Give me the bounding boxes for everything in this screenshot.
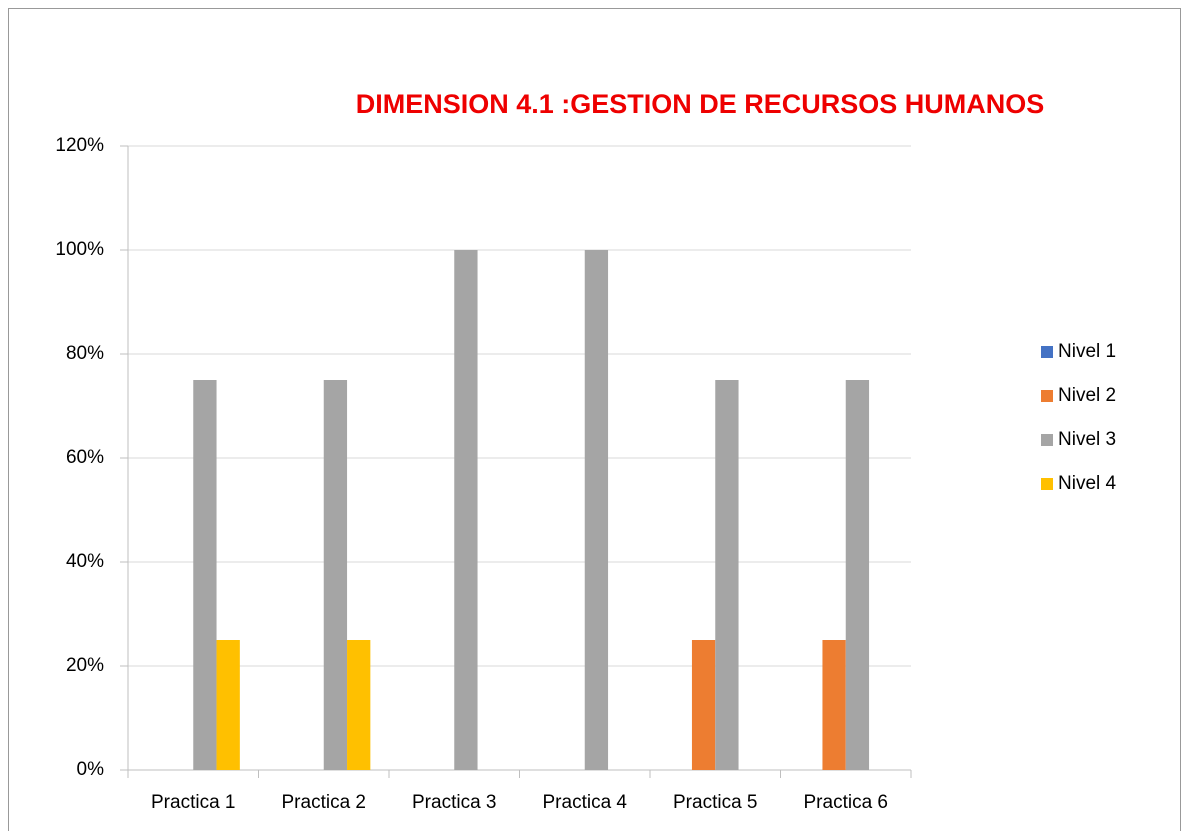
legend-swatch: [1041, 434, 1053, 446]
legend-label: Nivel 3: [1058, 429, 1116, 450]
bar: [691, 640, 716, 770]
y-tick-label: 60%: [66, 447, 104, 468]
chart-frame: [8, 8, 1181, 831]
chart-title: DIMENSION 4.1 :GESTION DE RECURSOS HUMAN…: [356, 89, 1045, 119]
legend-label: Nivel 2: [1058, 385, 1116, 406]
legend-label: Nivel 4: [1058, 473, 1117, 494]
bar: [715, 380, 739, 770]
legend-swatch: [1041, 478, 1053, 490]
y-tick-label: 100%: [55, 239, 104, 260]
x-tick-label: Practica 3: [412, 792, 496, 813]
y-tick-label: 40%: [66, 551, 104, 572]
x-tick-label: Practica 2: [282, 792, 366, 813]
y-tick-label: 80%: [66, 343, 104, 364]
y-tick-label: 120%: [55, 135, 104, 156]
legend-label: Nivel 1: [1058, 341, 1116, 362]
bar: [845, 380, 870, 770]
bar: [454, 250, 478, 770]
bar: [193, 380, 217, 770]
x-tick-label: Practica 5: [673, 792, 757, 813]
bar: [347, 640, 371, 770]
legend-swatch: [1041, 390, 1053, 402]
bar: [323, 380, 348, 770]
bar: [584, 250, 609, 770]
y-tick-label: 0%: [77, 759, 105, 780]
bar: [216, 640, 240, 770]
legend-swatch: [1041, 346, 1053, 358]
x-tick-label: Practica 4: [543, 792, 628, 813]
x-tick-label: Practica 1: [151, 792, 235, 813]
bar: [822, 640, 846, 770]
x-tick-label: Practica 6: [804, 792, 888, 813]
y-tick-label: 20%: [66, 655, 104, 676]
